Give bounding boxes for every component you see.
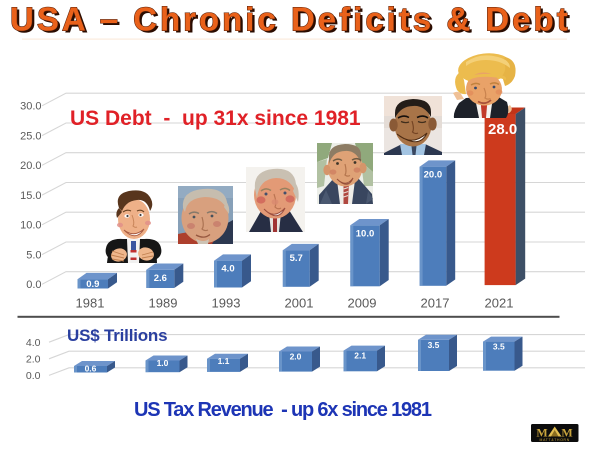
svg-text:0.0: 0.0 bbox=[26, 279, 41, 291]
svg-text:2017: 2017 bbox=[421, 296, 450, 311]
svg-text:5.0: 5.0 bbox=[26, 249, 41, 261]
svg-text:M: M bbox=[536, 426, 547, 440]
svg-text:1989: 1989 bbox=[149, 296, 178, 311]
svg-text:2.1: 2.1 bbox=[354, 351, 366, 361]
svg-text:2001: 2001 bbox=[285, 296, 314, 311]
svg-text:2.0: 2.0 bbox=[26, 354, 41, 366]
svg-text:4.0: 4.0 bbox=[221, 264, 234, 275]
svg-text:10.0: 10.0 bbox=[20, 220, 41, 232]
svg-text:US Debt - up 31x since 1981: US Debt - up 31x since 1981 bbox=[70, 107, 361, 130]
svg-text:15.0: 15.0 bbox=[20, 190, 41, 202]
svg-text:20.0: 20.0 bbox=[424, 170, 443, 181]
svg-text:1993: 1993 bbox=[212, 296, 241, 311]
svg-text:3.5: 3.5 bbox=[428, 340, 440, 350]
svg-text:MATT&THORN: MATT&THORN bbox=[540, 438, 570, 442]
svg-text:0.9: 0.9 bbox=[86, 279, 99, 290]
svg-text:4.0: 4.0 bbox=[26, 337, 41, 349]
svg-text:USA – Chronic Deficits & Debt: USA – Chronic Deficits & Debt bbox=[13, 3, 574, 40]
svg-text:28.0: 28.0 bbox=[488, 121, 517, 138]
svg-text:1.1: 1.1 bbox=[218, 356, 230, 366]
svg-text:US$ Trillions: US$ Trillions bbox=[67, 326, 167, 345]
svg-text:2.0: 2.0 bbox=[290, 352, 302, 362]
svg-text:5.7: 5.7 bbox=[290, 253, 303, 264]
svg-text:1.0: 1.0 bbox=[157, 358, 169, 368]
svg-text:25.0: 25.0 bbox=[20, 131, 41, 143]
svg-text:10.0: 10.0 bbox=[356, 228, 375, 239]
svg-text:US Tax Revenue - up 6x since: US Tax Revenue - up 6x since 1981 bbox=[134, 399, 432, 421]
svg-text:0.6: 0.6 bbox=[85, 364, 97, 374]
svg-text:2.6: 2.6 bbox=[154, 273, 167, 284]
svg-text:20.0: 20.0 bbox=[20, 160, 41, 172]
svg-text:2009: 2009 bbox=[348, 296, 377, 311]
svg-text:1981: 1981 bbox=[76, 296, 105, 311]
svg-text:USA – Chronic Deficits & Debt: USA – Chronic Deficits & Debt bbox=[10, 1, 571, 38]
svg-text:3.5: 3.5 bbox=[493, 342, 505, 352]
svg-text:0.0: 0.0 bbox=[26, 370, 41, 382]
svg-text:M: M bbox=[561, 426, 572, 440]
svg-text:2021: 2021 bbox=[485, 296, 514, 311]
svg-text:30.0: 30.0 bbox=[20, 101, 41, 113]
